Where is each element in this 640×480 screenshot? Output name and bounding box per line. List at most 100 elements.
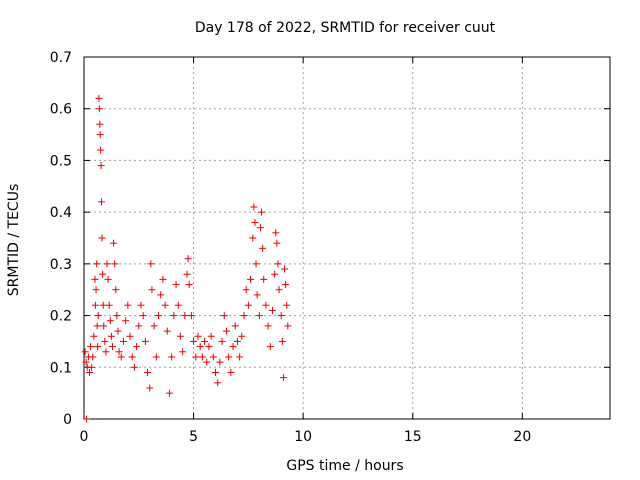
data-point: [259, 244, 267, 252]
data-point: [108, 343, 116, 351]
data-point: [147, 260, 155, 268]
data-point: [110, 239, 118, 247]
data-point: [94, 312, 102, 320]
data-point: [159, 275, 167, 283]
data-point: [250, 203, 258, 211]
data-point: [207, 332, 215, 340]
data-point: [87, 343, 95, 351]
data-point: [93, 260, 101, 268]
data-point: [133, 343, 141, 351]
data-point: [183, 270, 191, 278]
data-point: [205, 343, 213, 351]
data-point: [96, 131, 104, 139]
data-point: [225, 353, 233, 361]
data-point: [99, 301, 107, 309]
data-point: [96, 120, 104, 128]
data-point: [220, 312, 228, 320]
data-point: [231, 322, 239, 330]
data-point: [102, 348, 110, 356]
data-point: [227, 368, 235, 376]
data-point: [218, 337, 226, 345]
data-point: [161, 301, 169, 309]
data-point: [168, 353, 176, 361]
data-point: [135, 322, 143, 330]
data-point: [278, 337, 286, 345]
data-point: [130, 363, 138, 371]
data-point: [256, 224, 264, 232]
data-point: [262, 301, 270, 309]
data-point: [198, 353, 206, 361]
data-point: [91, 275, 99, 283]
data-point: [172, 281, 180, 289]
data-point: [115, 348, 123, 356]
data-point: [146, 384, 154, 392]
data-point: [141, 337, 149, 345]
data-point: [105, 301, 113, 309]
data-point: [253, 291, 261, 299]
data-point: [101, 337, 109, 345]
y-tick-label: 0.1: [50, 360, 72, 376]
data-point: [99, 270, 107, 278]
data-point: [124, 301, 132, 309]
y-tick-label: 0.4: [50, 205, 72, 221]
y-axis-label: SRMTID / TECUs: [6, 184, 22, 297]
data-point: [82, 358, 90, 366]
data-point: [238, 332, 246, 340]
data-point: [106, 317, 114, 325]
chart-title: Day 178 of 2022, SRMTID for receiver cuu…: [195, 20, 496, 36]
data-point: [155, 312, 163, 320]
data-point: [170, 312, 178, 320]
data-point: [83, 415, 91, 423]
x-tick-label: 0: [80, 429, 89, 445]
y-tick-label: 0.6: [50, 102, 72, 118]
data-point: [95, 105, 103, 113]
data-point: [97, 162, 105, 170]
data-point: [144, 368, 152, 376]
data-point: [148, 286, 156, 294]
data-point: [233, 337, 241, 345]
data-point: [98, 234, 106, 242]
data-point: [258, 208, 266, 216]
data-point: [90, 332, 98, 340]
data-point: [122, 317, 130, 325]
data-point: [236, 353, 244, 361]
data-point: [91, 301, 99, 309]
data-point: [203, 358, 211, 366]
data-point: [119, 337, 127, 345]
data-point: [112, 286, 120, 294]
x-tick-label: 15: [404, 429, 422, 445]
data-point: [201, 337, 209, 345]
data-point: [249, 234, 257, 242]
data-point: [273, 239, 281, 247]
data-point: [165, 389, 173, 397]
data-point: [264, 322, 272, 330]
data-point: [111, 260, 119, 268]
data-point: [272, 229, 280, 237]
x-axis-label: GPS time / hours: [286, 458, 403, 474]
data-point: [255, 312, 263, 320]
data-point: [85, 368, 93, 376]
data-point: [181, 312, 189, 320]
data-point: [98, 198, 106, 206]
data-point: [94, 343, 102, 351]
data-point: [184, 255, 192, 263]
x-tick-label: 20: [513, 429, 531, 445]
grid: [84, 57, 610, 419]
data-point: [113, 312, 121, 320]
data-point: [93, 322, 101, 330]
plot-frame: [83, 56, 611, 420]
data-point: [266, 343, 274, 351]
data-point: [209, 353, 217, 361]
data-point: [187, 312, 195, 320]
y-tick-label: 0.7: [50, 50, 72, 66]
data-point: [284, 322, 292, 330]
data-point: [137, 301, 145, 309]
data-point: [251, 218, 259, 226]
data-point: [89, 353, 97, 361]
data-point: [117, 353, 125, 361]
data-point: [247, 275, 255, 283]
data-point: [176, 332, 184, 340]
data-point: [88, 363, 96, 371]
data-point: [92, 286, 100, 294]
data-point: [114, 327, 122, 335]
